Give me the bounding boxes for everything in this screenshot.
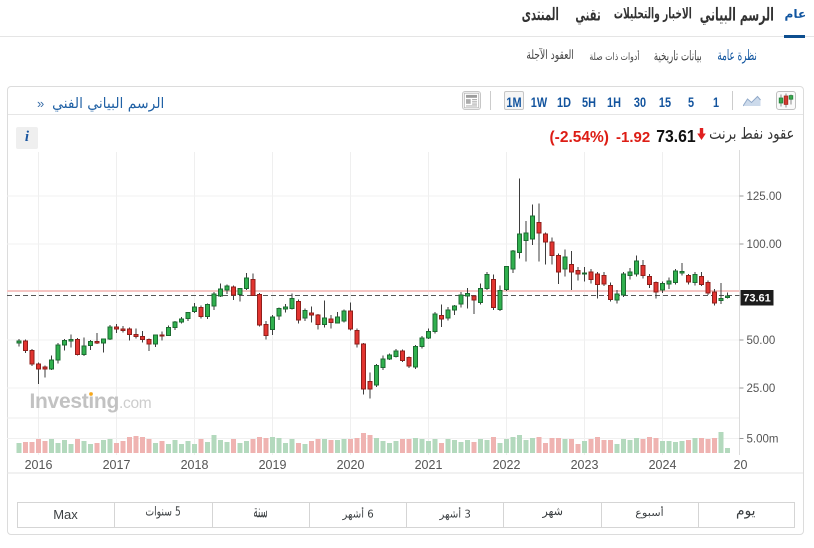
svg-text:100.00: 100.00: [747, 239, 782, 251]
svg-text:2024: 2024: [649, 458, 677, 472]
svg-text:Investing.com: Investing.com: [30, 390, 152, 413]
svg-text:2020: 2020: [337, 458, 365, 472]
svg-text:2018: 2018: [181, 458, 209, 472]
svg-text:20: 20: [734, 458, 748, 472]
svg-text:125.00: 125.00: [747, 191, 782, 203]
svg-text:2021: 2021: [415, 458, 443, 472]
svg-text:2019: 2019: [259, 458, 287, 472]
svg-text:50.00: 50.00: [747, 335, 776, 347]
svg-text:2016: 2016: [25, 458, 53, 472]
svg-text:2022: 2022: [493, 458, 521, 472]
svg-text:25.00: 25.00: [747, 383, 776, 395]
svg-text:2023: 2023: [571, 458, 599, 472]
svg-text:5.00m: 5.00m: [747, 434, 779, 446]
svg-text:73.61: 73.61: [743, 293, 771, 305]
svg-text:2017: 2017: [103, 458, 131, 472]
